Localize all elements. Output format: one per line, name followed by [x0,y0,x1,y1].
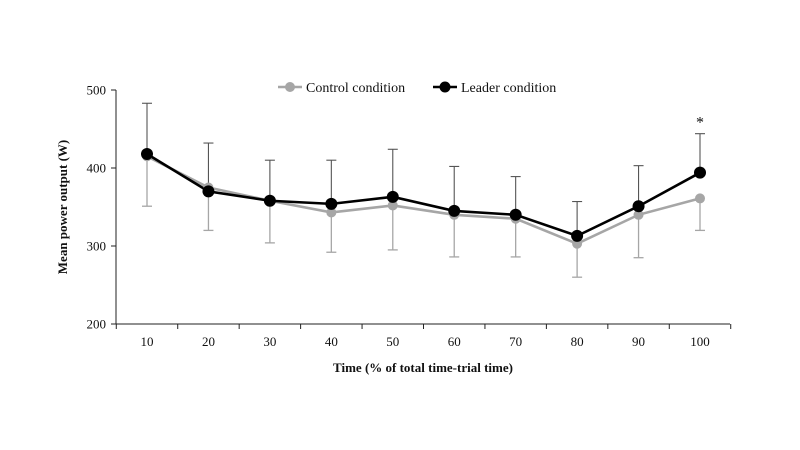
legend-label-control: Control condition [306,81,405,96]
point-leader-50 [386,190,399,203]
x-tick-label-20: 20 [202,334,215,349]
x-tick-label-70: 70 [509,334,522,349]
point-control-50 [387,200,398,211]
legend-item-leader: Leader condition [433,81,556,96]
series-line-leader [146,152,701,238]
point-leader-80 [571,229,584,242]
x-tick-label-30: 30 [263,334,276,349]
point-control-90 [633,209,644,220]
annotation-asterisk: * [696,115,704,132]
point-leader-30 [263,194,276,207]
legend-swatch-marker-leader [439,81,451,93]
y-tick-label-400: 400 [87,161,107,176]
y-axis [111,89,117,325]
y-tick-label-300: 300 [87,239,107,254]
series-points [141,147,706,249]
point-leader-100 [694,166,706,179]
x-tick-labels: 10 20 30 40 50 60 70 80 90 100 [141,334,710,349]
y-tick-labels: 200 300 400 500 [87,83,107,332]
series-lines [146,152,701,246]
series-line-control [146,155,701,246]
x-tick-label-60: 60 [448,334,461,349]
legend-item-control: Control condition [278,81,405,96]
x-axis-title: Time (% of total time-trial time) [333,360,513,375]
error-bars-leader [142,102,705,236]
y-axis-title: Mean power output (W) [55,140,70,274]
legend-label-leader: Leader condition [461,81,556,96]
point-leader-70 [509,208,522,221]
y-tick-label-500: 500 [87,83,107,98]
point-leader-10 [141,147,153,160]
point-leader-40 [325,197,338,210]
x-tick-label-100: 100 [690,334,710,349]
x-tick-label-10: 10 [141,334,154,349]
x-tick-label-80: 80 [571,334,584,349]
x-tick-label-90: 90 [632,334,645,349]
legend-swatch-marker-control [285,82,295,92]
point-leader-90 [632,200,645,213]
x-tick-label-50: 50 [386,334,399,349]
point-leader-20 [202,185,215,198]
point-control-40 [326,207,337,218]
error-bars-control [142,156,705,278]
point-control-100 [695,193,705,204]
legend: Control condition Leader condition [278,81,556,96]
y-tick-label-200: 200 [87,317,107,332]
point-leader-60 [448,204,461,217]
x-axis [115,323,732,329]
x-tick-label-40: 40 [325,334,338,349]
